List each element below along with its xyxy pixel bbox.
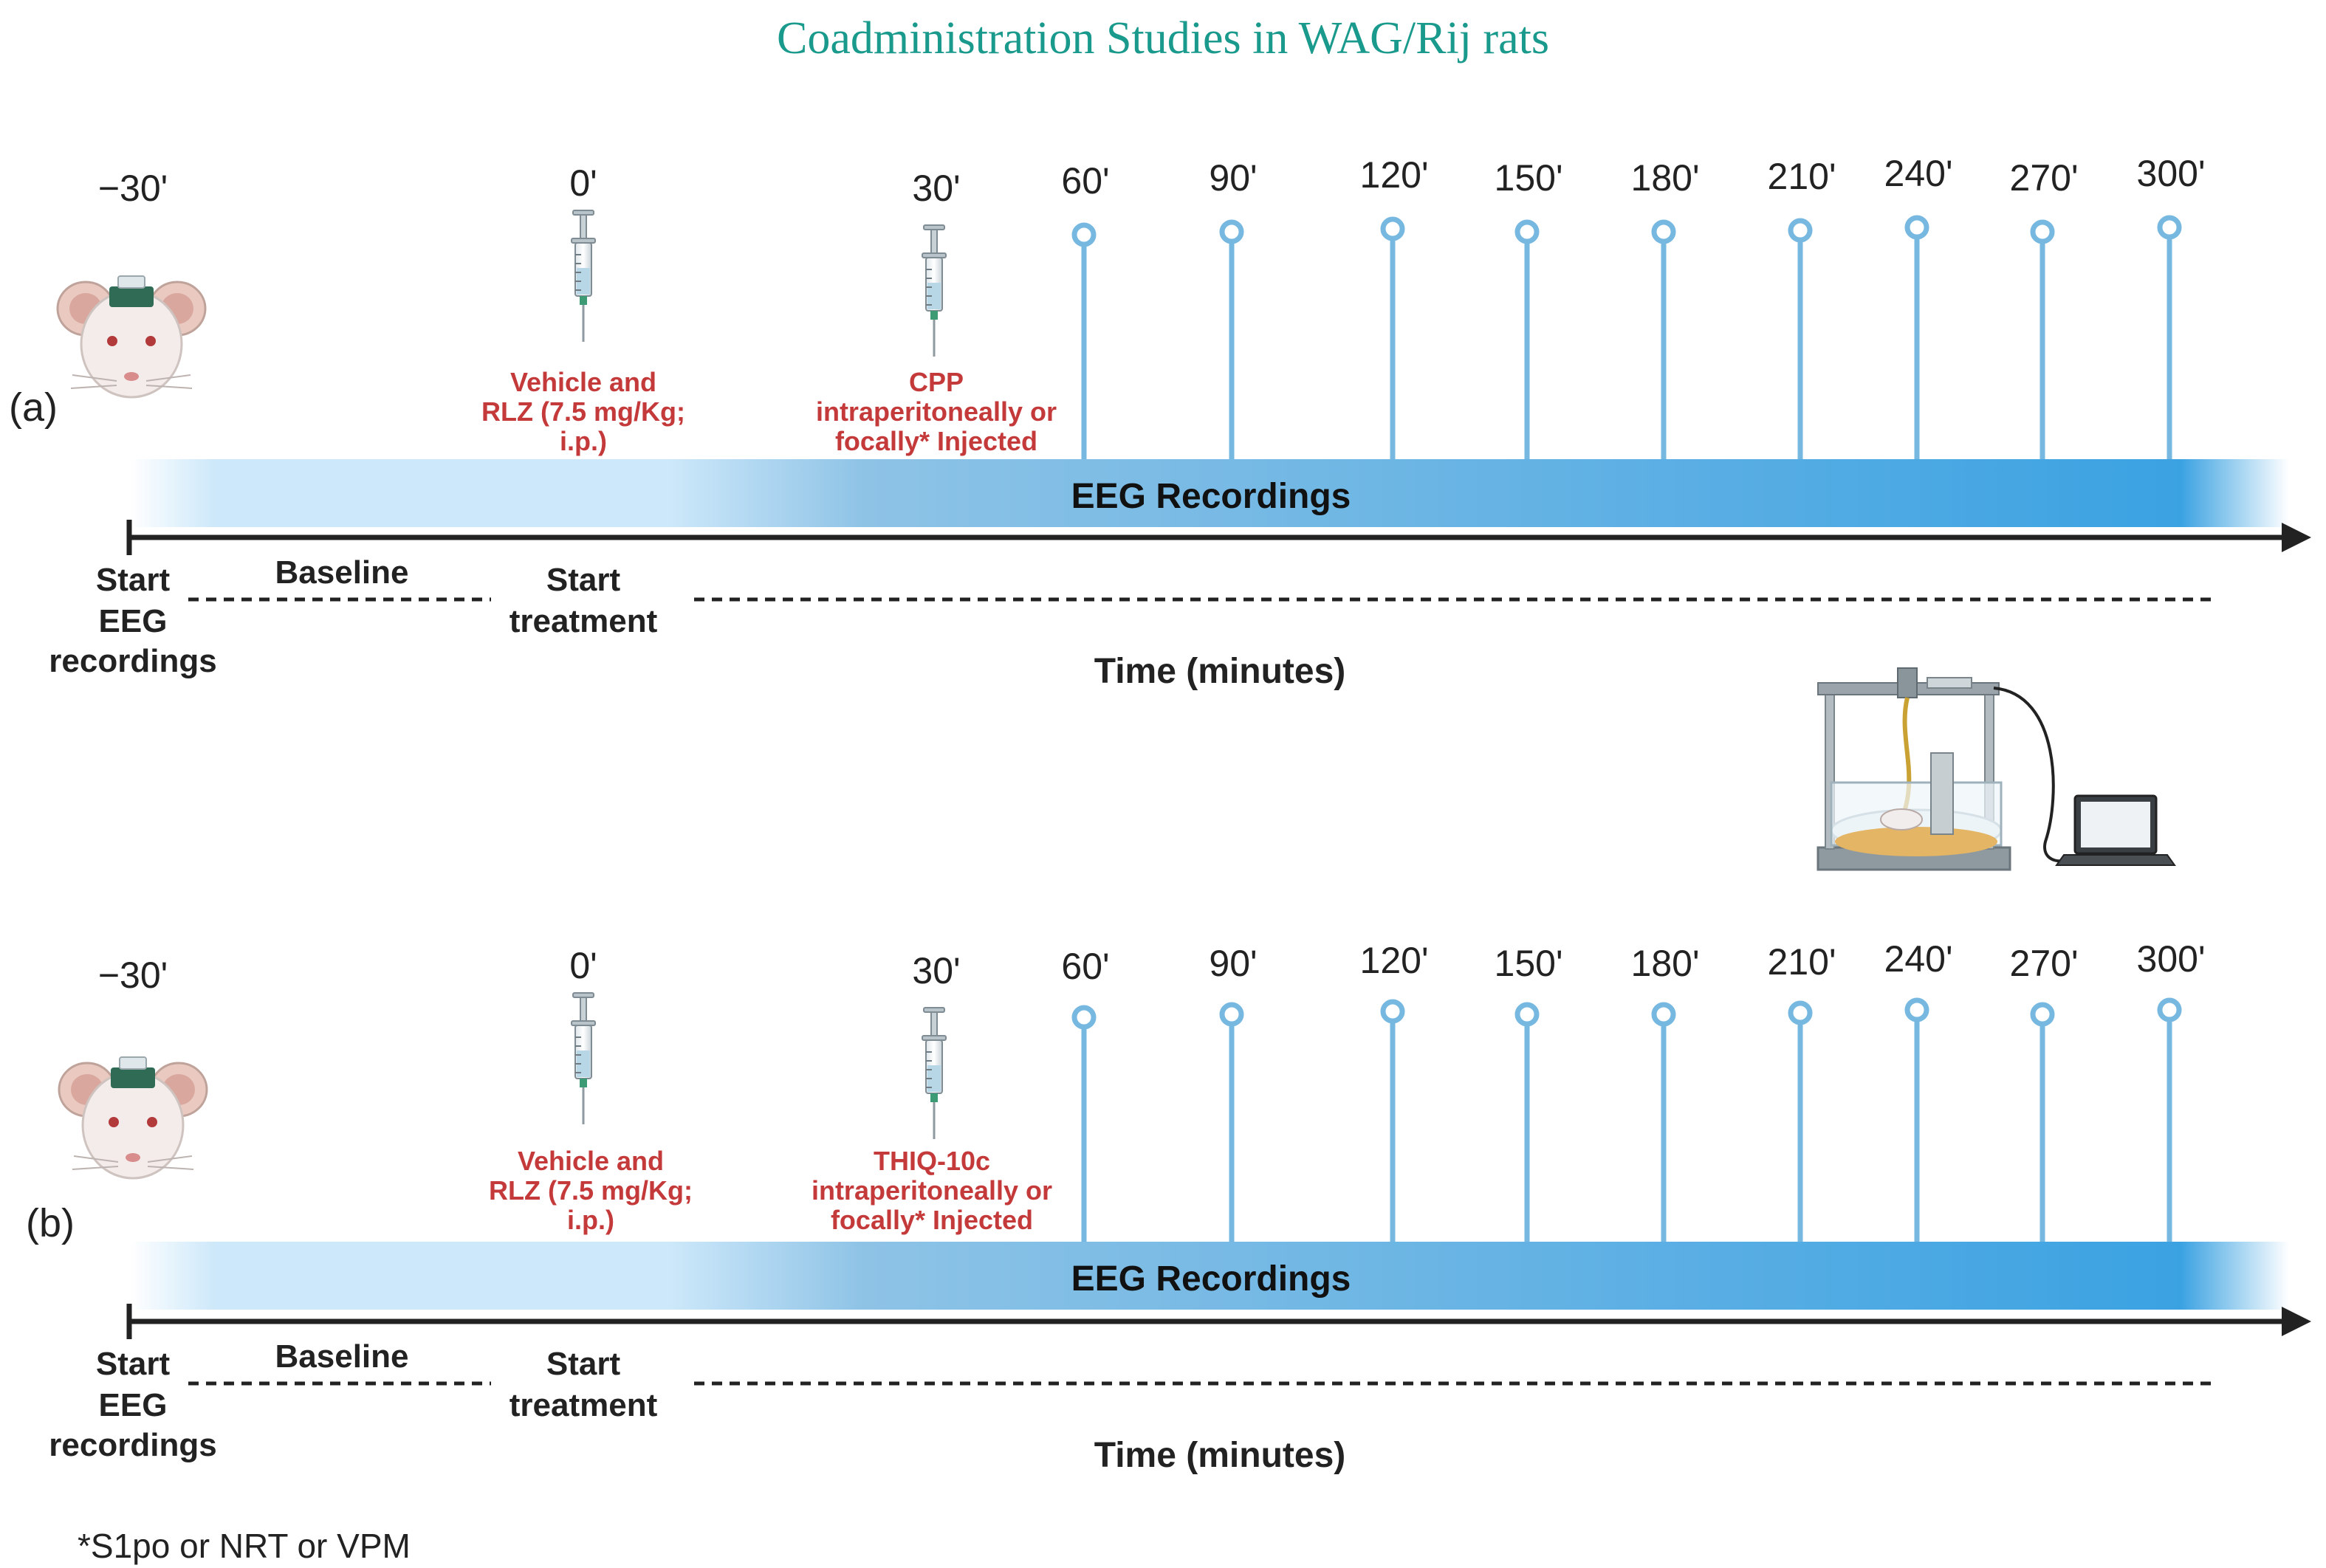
start-eeg-line-3: recordings	[49, 643, 216, 679]
recording-time-label: 240'	[1884, 938, 1953, 980]
recording-time-label: 150'	[1495, 943, 1563, 984]
recording-pins: 60' 90' 120' 150' 180' 210' 240' 270' 300'	[1061, 938, 2205, 1242]
recording-time-label: 180'	[1631, 943, 1700, 984]
recording-time-label: 120'	[1360, 940, 1429, 981]
recording-time-label: 150'	[1495, 157, 1563, 199]
laptop-icon	[2055, 794, 2176, 866]
figure-title: Coadministration Studies in WAG/Rij rats	[777, 13, 1549, 63]
panel-b-label: (b)	[26, 1201, 75, 1245]
start-treatment-line-2: treatment	[510, 603, 658, 639]
recording-pin-head	[1071, 222, 1097, 247]
injection-2-line-2: intraperitoneally or	[812, 1175, 1052, 1206]
panel-a-label: (a)	[9, 385, 58, 430]
panel-b: (b) −30' EEG Recordings 60' 90' 120' 150' 18…	[26, 938, 2311, 1475]
start-treatment-line-2: treatment	[510, 1387, 658, 1423]
injection-1-line-1: Vehicle and	[510, 367, 656, 397]
syringe-icon	[570, 991, 597, 1126]
recording-time-label: 270'	[2010, 157, 2079, 199]
recording-time-label: 90'	[1209, 943, 1257, 984]
recording-time-label: 180'	[1631, 157, 1700, 199]
recording-time-label: 210'	[1768, 156, 1836, 197]
recording-pin-head	[2030, 1002, 2055, 1027]
start-treatment-line-1: Start	[546, 1346, 621, 1382]
injection-1-line-3: i.p.)	[560, 426, 607, 456]
recording-pin-head	[1904, 997, 1929, 1022]
eeg-setup-icon	[1816, 667, 2068, 871]
injection-1-line-2: RLZ (7.5 mg/Kg;	[481, 396, 685, 427]
recording-time-label: 120'	[1360, 154, 1429, 196]
recording-time-label: 300'	[2137, 938, 2206, 980]
injection-2-line-2: intraperitoneally or	[816, 396, 1057, 427]
recording-pin-head	[1380, 999, 1405, 1024]
injection-2-line-3: focally* Injected	[831, 1205, 1033, 1235]
recording-pin-head	[1380, 216, 1405, 241]
panel-a-start-time: −30'	[98, 168, 168, 209]
recording-pin-head	[1071, 1005, 1097, 1030]
injection-2-line-1: THIQ-10c	[874, 1146, 990, 1176]
recording-pin-head	[1651, 1002, 1676, 1027]
recording-pins: 60' 90' 120' 150' 180' 210' 240' 270' 300'	[1061, 153, 2205, 459]
syringe-icon	[921, 1006, 947, 1141]
recording-pin-head	[2157, 215, 2182, 240]
axis-arrowhead	[2282, 1307, 2311, 1336]
start-eeg-line-2: EEG	[99, 603, 168, 639]
recording-time-label: 210'	[1768, 941, 1836, 983]
injection-1-line-3: i.p.)	[567, 1205, 614, 1235]
rat-icon	[58, 1056, 208, 1180]
injection-1-line-1: Vehicle and	[518, 1146, 664, 1176]
start-eeg-line-2: EEG	[99, 1387, 168, 1423]
recording-pin-head	[1651, 219, 1676, 244]
baseline-label: Baseline	[275, 1338, 409, 1375]
panel-a: (a) −30' EEG Recordings 60' 90' 120' 150' 18…	[9, 153, 2311, 691]
eeg-recordings-label: EEG Recordings	[1071, 1259, 1351, 1299]
start-eeg-line-1: Start	[96, 1346, 171, 1382]
recording-time-label: 60'	[1061, 160, 1109, 202]
start-treatment-line-1: Start	[546, 562, 621, 598]
recording-pin-head	[2157, 997, 2182, 1022]
recording-pin-head	[1514, 219, 1540, 244]
injection-1-time: 0'	[569, 162, 597, 204]
injection-1-line-2: RLZ (7.5 mg/Kg;	[489, 1175, 693, 1206]
recording-pin-head	[1514, 1002, 1540, 1027]
recording-time-label: 90'	[1209, 157, 1257, 199]
eeg-recordings-band	[129, 459, 2289, 527]
eeg-recordings-band	[129, 1242, 2289, 1310]
rat-icon	[56, 275, 207, 399]
time-axis-label: Time (minutes)	[1094, 652, 1346, 691]
recording-pin-head	[1904, 215, 1929, 240]
recording-time-label: 300'	[2137, 153, 2206, 194]
injection-2-time: 30'	[912, 168, 960, 209]
injection-2-time: 30'	[912, 950, 960, 991]
recording-pin-head	[1219, 219, 1244, 244]
baseline-label: Baseline	[275, 554, 409, 591]
recording-time-label: 270'	[2010, 943, 2079, 984]
recording-pin-head	[1788, 1000, 1813, 1025]
injection-2-line-1: CPP	[909, 367, 964, 397]
start-eeg-line-3: recordings	[49, 1427, 216, 1463]
eeg-recordings-label: EEG Recordings	[1071, 477, 1351, 516]
recording-pin-head	[1219, 1002, 1244, 1027]
axis-arrowhead	[2282, 523, 2311, 552]
footnote: *S1po or NRT or VPM	[78, 1527, 411, 1565]
recording-time-label: 240'	[1884, 153, 1953, 194]
recording-pin-head	[1788, 218, 1813, 243]
syringe-icon	[570, 209, 597, 343]
panel-b-start-time: −30'	[98, 955, 168, 996]
recording-time-label: 60'	[1061, 946, 1109, 987]
start-eeg-line-1: Start	[96, 562, 171, 598]
syringe-icon	[921, 224, 947, 358]
injection-1-time: 0'	[569, 945, 597, 986]
recording-pin-head	[2030, 219, 2055, 244]
time-axis-label: Time (minutes)	[1094, 1436, 1346, 1475]
injection-2-line-3: focally* Injected	[835, 426, 1037, 456]
